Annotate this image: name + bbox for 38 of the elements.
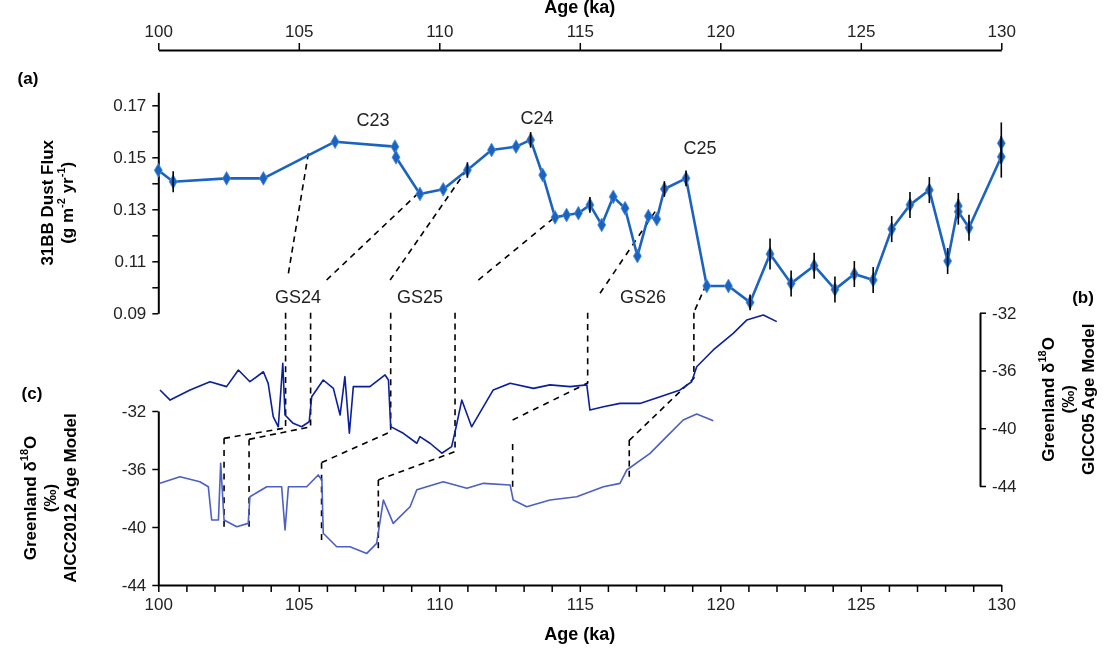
x-tick-label: 115: [566, 595, 594, 615]
x-tick-label: 110: [426, 595, 454, 615]
annotation: GS25: [396, 287, 444, 307]
annotation: C25: [683, 138, 717, 158]
x-axis-title: Age (ka): [544, 0, 616, 17]
x-axis-title: Age (ka): [544, 624, 616, 644]
x-tick-label: 125: [847, 595, 876, 615]
y-tick-label: 0.13: [113, 200, 147, 220]
y2-tick-label: -40: [992, 419, 1017, 439]
x-tick-label: 120: [706, 595, 735, 615]
y2-tick-label: -44: [992, 476, 1017, 496]
x-tick-label: 120: [706, 22, 735, 41]
text: (a): [17, 68, 39, 88]
annotation: GS24: [274, 287, 322, 307]
y2-tick-label: -36: [992, 361, 1017, 381]
x-tick-label: 125: [847, 22, 876, 41]
y-tick-label: 0.17: [113, 96, 147, 116]
y-tick-label: -44: [121, 575, 147, 595]
y-tick-label: 0.09: [113, 304, 147, 324]
x-tick-label: 110: [426, 22, 454, 41]
x-tick-label: 115: [566, 22, 594, 41]
x-tick-label: 100: [144, 22, 173, 41]
annotation: C23: [356, 110, 390, 130]
x-tick-label: 105: [285, 595, 314, 615]
annotation: C24: [520, 108, 554, 128]
y-tick-label: -32: [121, 401, 147, 421]
x-tick-label: 130: [987, 22, 1016, 41]
y2-tick-label: -32: [992, 303, 1017, 323]
y-tick-label: -40: [121, 517, 147, 537]
y-tick-label: 0.11: [114, 252, 147, 272]
x-tick-label: 130: [987, 595, 1016, 615]
text: (b): [1072, 287, 1094, 307]
x-tick-label: 100: [144, 595, 173, 615]
annotation: GS26: [619, 287, 667, 307]
text: (c): [21, 383, 43, 403]
x-tick-label: 105: [285, 22, 314, 41]
y-tick-label: -36: [121, 459, 147, 479]
y-tick-label: 0.15: [113, 148, 147, 168]
